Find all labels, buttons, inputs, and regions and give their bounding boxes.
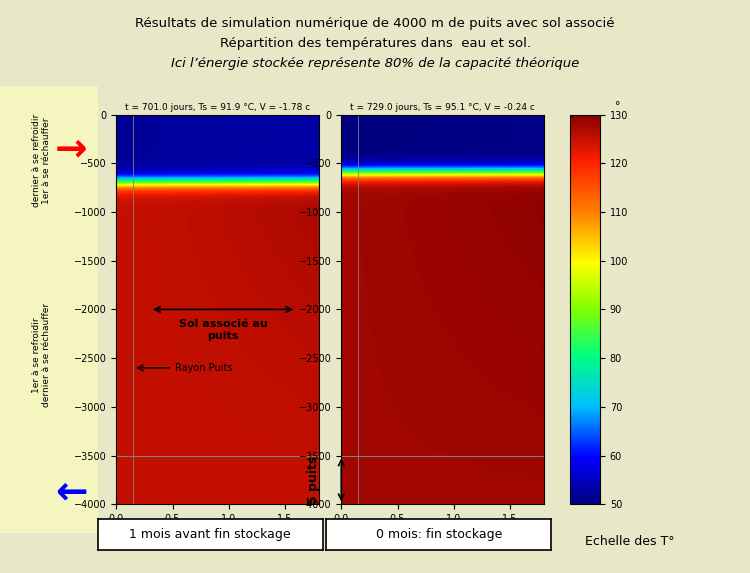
Title: t = 729.0 jours, Ts = 95.1 °C, V = -0.24 c: t = 729.0 jours, Ts = 95.1 °C, V = -0.24… <box>350 104 535 112</box>
Text: Sol associé au
puits: Sol associé au puits <box>178 319 268 341</box>
Text: 1er à se refroidir
dernier à se réchauffer: 1er à se refroidir dernier à se réchauff… <box>32 303 51 407</box>
Text: Echelle des T°: Echelle des T° <box>585 535 675 548</box>
Text: ←: ← <box>55 474 88 512</box>
Text: Rayon Puits: Rayon Puits <box>175 363 232 373</box>
X-axis label: r (m): r (m) <box>204 529 232 540</box>
Text: 0 mois: fin stockage: 0 mois: fin stockage <box>376 528 502 541</box>
Text: →: → <box>55 130 88 168</box>
Text: 1 mois avant fin stockage: 1 mois avant fin stockage <box>129 528 291 541</box>
X-axis label: r (m): r (m) <box>429 529 456 540</box>
Text: Ici l’énergie stockée représente 80% de la capacité théorique: Ici l’énergie stockée représente 80% de … <box>171 57 579 70</box>
Text: Résultats de simulation numérique de 4000 m de puits avec sol associé: Résultats de simulation numérique de 400… <box>135 17 615 30</box>
Title: t = 701.0 jours, Ts = 91.9 °C, V = -1.78 c: t = 701.0 jours, Ts = 91.9 °C, V = -1.78… <box>125 104 310 112</box>
Text: dernier à se refroidir
1er à se réchauffer: dernier à se refroidir 1er à se réchauff… <box>32 114 51 207</box>
Text: 5 puits: 5 puits <box>307 456 320 504</box>
Text: Répartition des températures dans  eau et sol.: Répartition des températures dans eau et… <box>220 37 530 50</box>
Text: °: ° <box>615 101 620 111</box>
